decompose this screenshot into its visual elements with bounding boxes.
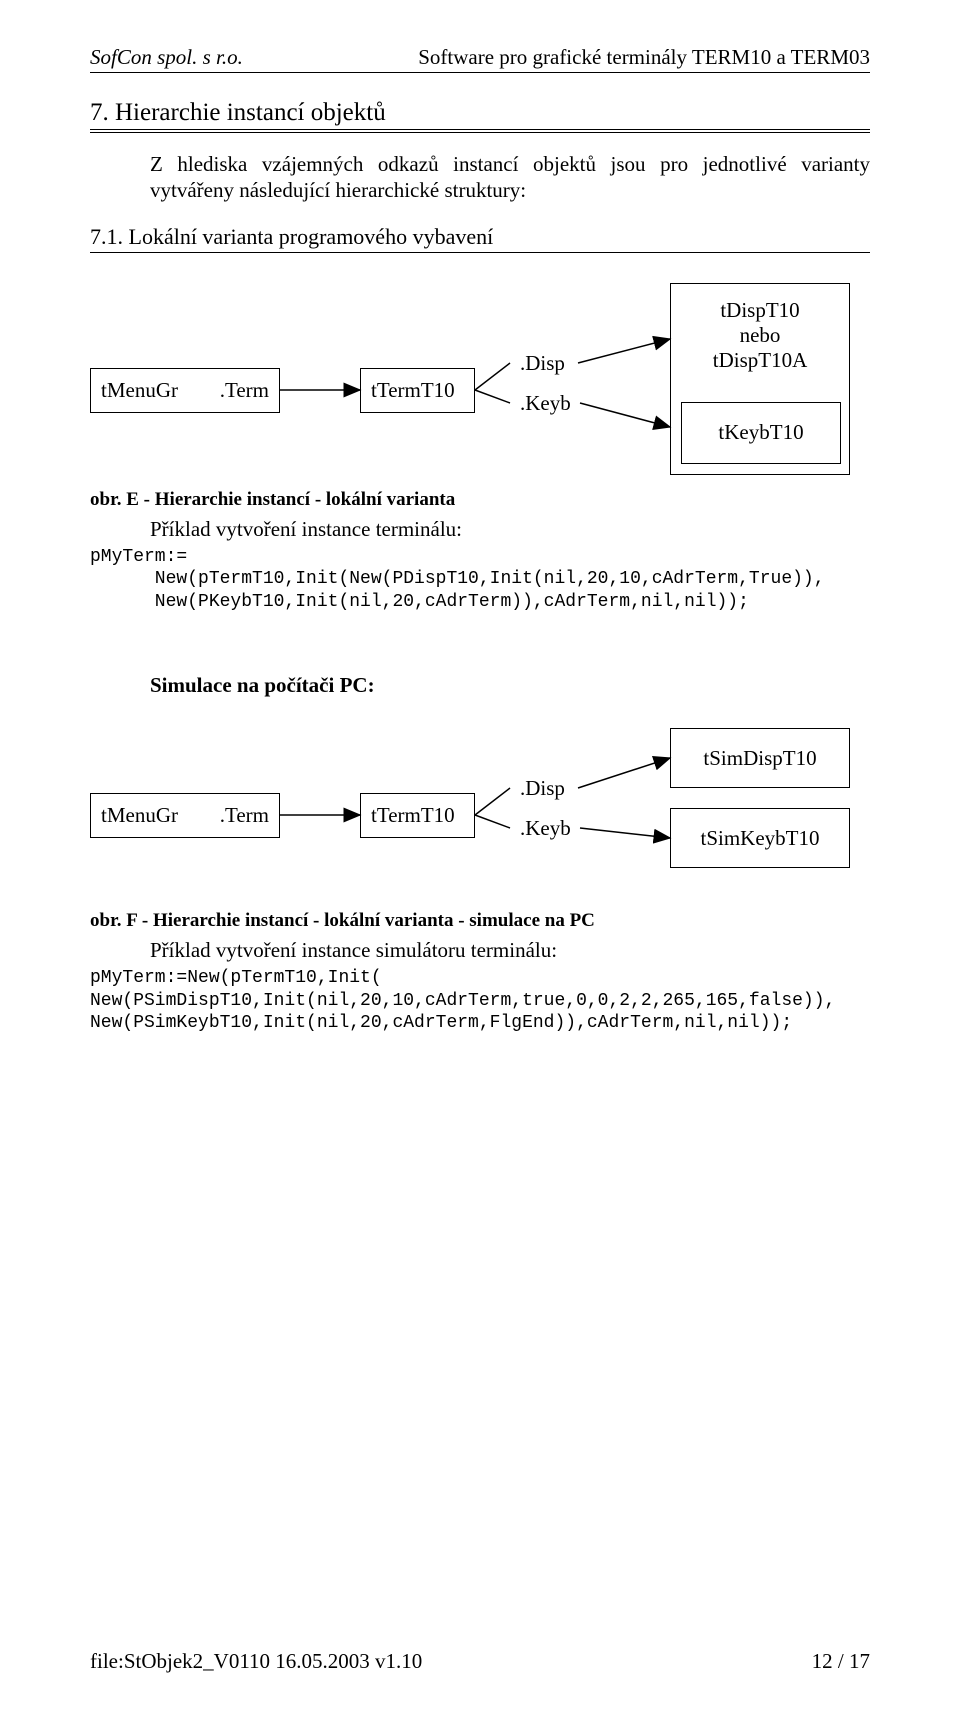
section-heading-2: 7.1. Lokální varianta programového vybav… <box>90 224 870 250</box>
section-heading-1: 7. Hierarchie instancí objektů <box>90 99 870 127</box>
d2-box1: tMenuGr.Term <box>91 803 279 828</box>
example2-label: Příklad vytvoření instance simulátoru te… <box>150 938 870 963</box>
diagram1-caption: obr. E - Hierarchie instancí - lokální v… <box>90 489 870 511</box>
d1-top-labels: tDispT10nebotDispT10A <box>671 284 849 374</box>
d2-top-box: tSimDispT10 <box>670 728 850 788</box>
h1-rule-top <box>90 129 870 130</box>
d1-keyb-label: .Keyb <box>520 391 571 416</box>
simulation-heading: Simulace na počítači PC: <box>150 673 870 698</box>
intro-paragraph: Z hlediska vzájemných odkazů instancí ob… <box>150 151 870 204</box>
code-block-1: pMyTerm:= New(pTermT10,Init(New(PDispT10… <box>90 546 870 614</box>
h1-rule-bottom <box>90 132 870 133</box>
footer-file-info: file:StObjek2_V0110 16.05.2003 v1.10 <box>90 1649 422 1674</box>
example1-label: Příklad vytvoření instance terminálu: <box>150 517 870 542</box>
header-doc-title: Software pro grafické terminály TERM10 a… <box>418 45 870 70</box>
d1-box2: tTermT10 <box>361 378 474 403</box>
d2-bottom-box: tSimKeybT10 <box>670 808 850 868</box>
d2-disp-label: .Disp <box>520 776 565 801</box>
header-rule <box>90 72 870 73</box>
header-company: SofCon spol. s r.o. <box>90 45 243 70</box>
code-block-2: pMyTerm:=New(pTermT10,Init( New(PSimDisp… <box>90 967 870 1035</box>
d1-inner-box: tKeybT10 <box>681 402 841 464</box>
diagram2-caption: obr. F - Hierarchie instancí - lokální v… <box>90 910 870 932</box>
d2-box2: tTermT10 <box>361 803 474 828</box>
d1-disp-label: .Disp <box>520 351 565 376</box>
d2-keyb-label: .Keyb <box>520 816 571 841</box>
d1-tallbox: tDispT10nebotDispT10A tKeybT10 <box>670 283 850 475</box>
d1-box1: tMenuGr.Term <box>91 378 279 403</box>
h2-rule <box>90 252 870 253</box>
diagram-local-variant: tMenuGr.Term tTermT10 tDispT10nebotDispT10… <box>90 283 870 483</box>
footer-page-number: 12 / 17 <box>812 1649 870 1674</box>
diagram-simulation: tMenuGr.Term tTermT10 tSimDispT10 tSimKeybT… <box>90 728 870 888</box>
